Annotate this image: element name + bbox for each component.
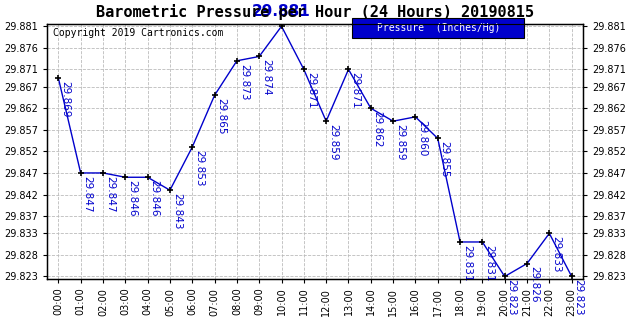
Text: 29.843: 29.843	[172, 193, 182, 229]
Text: 29.823: 29.823	[507, 279, 517, 316]
Text: 29.873: 29.873	[239, 64, 249, 100]
Text: 29.831: 29.831	[462, 245, 472, 281]
Text: 29.871: 29.871	[350, 72, 360, 109]
Text: 29.874: 29.874	[261, 59, 271, 96]
Text: 29.859: 29.859	[395, 124, 405, 160]
Text: 29.833: 29.833	[551, 236, 561, 273]
Text: 29.853: 29.853	[194, 150, 204, 186]
Title: Barometric Pressure per Hour (24 Hours) 20190815: Barometric Pressure per Hour (24 Hours) …	[96, 4, 534, 20]
Text: 29.831: 29.831	[484, 245, 495, 281]
Text: 29.859: 29.859	[328, 124, 338, 160]
Text: 29.847: 29.847	[83, 176, 93, 212]
Text: 29.862: 29.862	[373, 111, 383, 148]
Text: 29.823: 29.823	[573, 279, 583, 316]
Text: 29.855: 29.855	[440, 141, 450, 178]
Text: 29.881: 29.881	[252, 4, 311, 19]
Text: Copyright 2019 Cartronics.com: Copyright 2019 Cartronics.com	[52, 28, 223, 38]
Text: Pressure  (Inches/Hg): Pressure (Inches/Hg)	[377, 23, 500, 33]
Text: 29.860: 29.860	[417, 120, 427, 156]
Text: 29.847: 29.847	[105, 176, 115, 212]
Text: 29.871: 29.871	[306, 72, 316, 109]
FancyBboxPatch shape	[353, 18, 524, 38]
Text: 29.846: 29.846	[127, 180, 137, 217]
Text: 29.869: 29.869	[60, 81, 71, 117]
Text: 29.865: 29.865	[217, 98, 227, 135]
Text: 29.826: 29.826	[529, 266, 539, 303]
Text: 29.846: 29.846	[149, 180, 159, 217]
